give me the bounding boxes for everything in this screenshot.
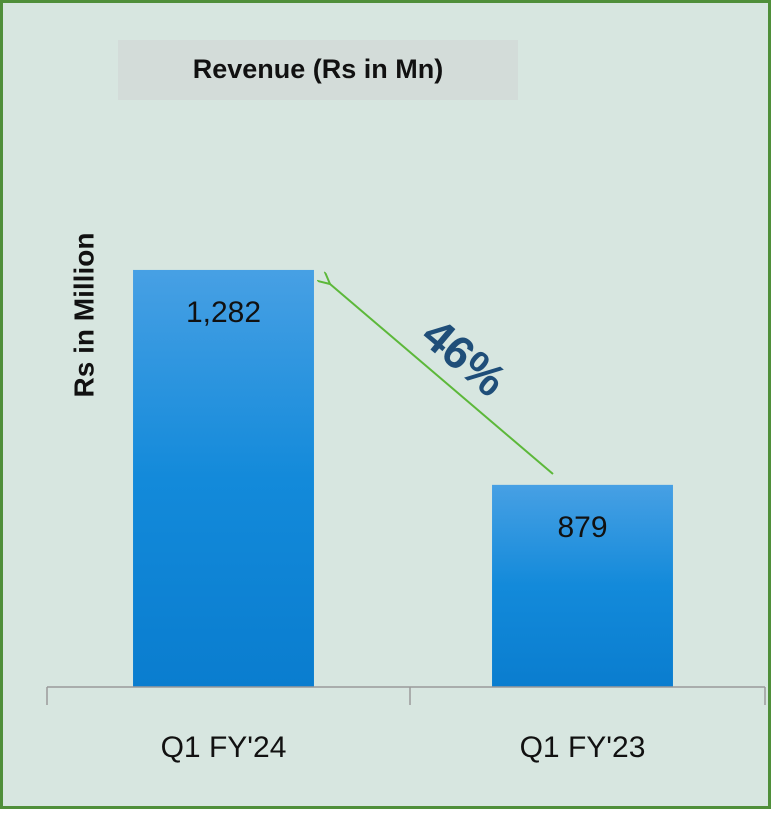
bar (133, 269, 314, 687)
data-label: 879 (557, 511, 607, 544)
data-label: 1,282 (186, 296, 261, 329)
bar (492, 484, 673, 687)
x-tick-label: Q1 FY'23 (520, 731, 646, 764)
plot: Q1 FY'24 1,282 Q1 FY'23 879 (133, 269, 673, 764)
chart-title: Revenue (Rs in Mn) (193, 54, 444, 84)
title-box (118, 40, 518, 100)
growth-arrow (330, 284, 554, 475)
x-tick-label: Q1 FY'24 (161, 731, 287, 764)
y-axis-label: Rs in Million (68, 233, 99, 398)
